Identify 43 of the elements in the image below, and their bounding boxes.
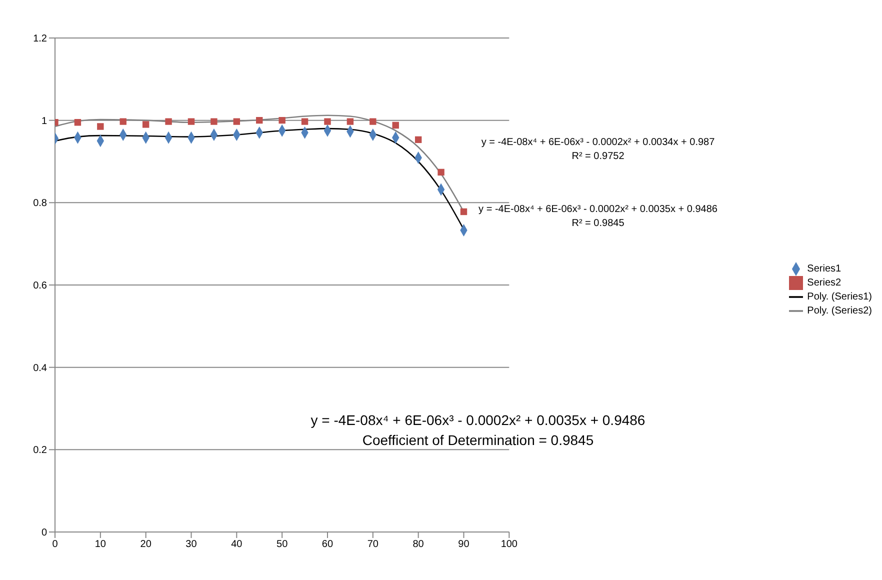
x-tick-label: 30 bbox=[186, 539, 198, 550]
y-tick-label: 1 bbox=[41, 116, 48, 127]
annotation: y = -4E-08x⁴ + 6E-06x³ - 0.0002x² + 0.0035x + 0.9486 Coefficient of Determination = 0.9845 bbox=[310, 411, 646, 450]
point bbox=[256, 116, 263, 124]
x-tick-label: 10 bbox=[94, 539, 106, 550]
x-tick-label: 80 bbox=[412, 539, 424, 550]
annotation: y = -4E-08x⁴ + 6E-06x³ - 0.0002x² + 0.0035x + 0.9486 R² = 0.9845 bbox=[478, 203, 718, 231]
point bbox=[301, 118, 308, 125]
legend-label: Series2 bbox=[807, 278, 842, 289]
x-tick-label: 60 bbox=[322, 539, 334, 550]
point bbox=[188, 118, 195, 125]
point bbox=[414, 136, 422, 144]
point bbox=[392, 122, 399, 129]
x-tick-label: 20 bbox=[140, 539, 152, 550]
point bbox=[460, 208, 468, 216]
x-tick-label: 90 bbox=[458, 539, 470, 550]
y-tick-label: 1.2 bbox=[33, 34, 48, 45]
legend-label: Series1 bbox=[807, 264, 842, 275]
point bbox=[278, 116, 286, 124]
point bbox=[210, 118, 218, 125]
point bbox=[120, 118, 126, 125]
y-tick-label: 0.2 bbox=[33, 445, 48, 456]
y-tick-label: 0 bbox=[41, 528, 48, 539]
legend-label: Poly. (Series2) bbox=[807, 306, 872, 317]
point bbox=[97, 123, 104, 130]
x-tick-label: 100 bbox=[500, 539, 518, 550]
point bbox=[346, 118, 354, 125]
point bbox=[233, 118, 240, 125]
point bbox=[370, 118, 376, 125]
y-tick-label: 0.8 bbox=[33, 198, 48, 210]
x-tick-label: 40 bbox=[231, 539, 243, 550]
legend-label: Poly. (Series1) bbox=[807, 292, 872, 303]
x-tick-label: 70 bbox=[367, 539, 379, 550]
y-tick-label: 0.6 bbox=[33, 280, 48, 292]
x-tick-label: 0 bbox=[52, 539, 58, 550]
point bbox=[165, 118, 172, 125]
annotation: y = -4E-08x⁴ + 6E-06x³ - 0.0002x² + 0.0034x + 0.987 R² = 0.9752 bbox=[481, 136, 715, 164]
point bbox=[324, 118, 331, 125]
point bbox=[74, 119, 82, 126]
y-tick-label: 0.4 bbox=[33, 362, 48, 374]
point bbox=[142, 121, 150, 128]
point bbox=[438, 168, 444, 176]
x-tick-label: 50 bbox=[276, 539, 288, 550]
